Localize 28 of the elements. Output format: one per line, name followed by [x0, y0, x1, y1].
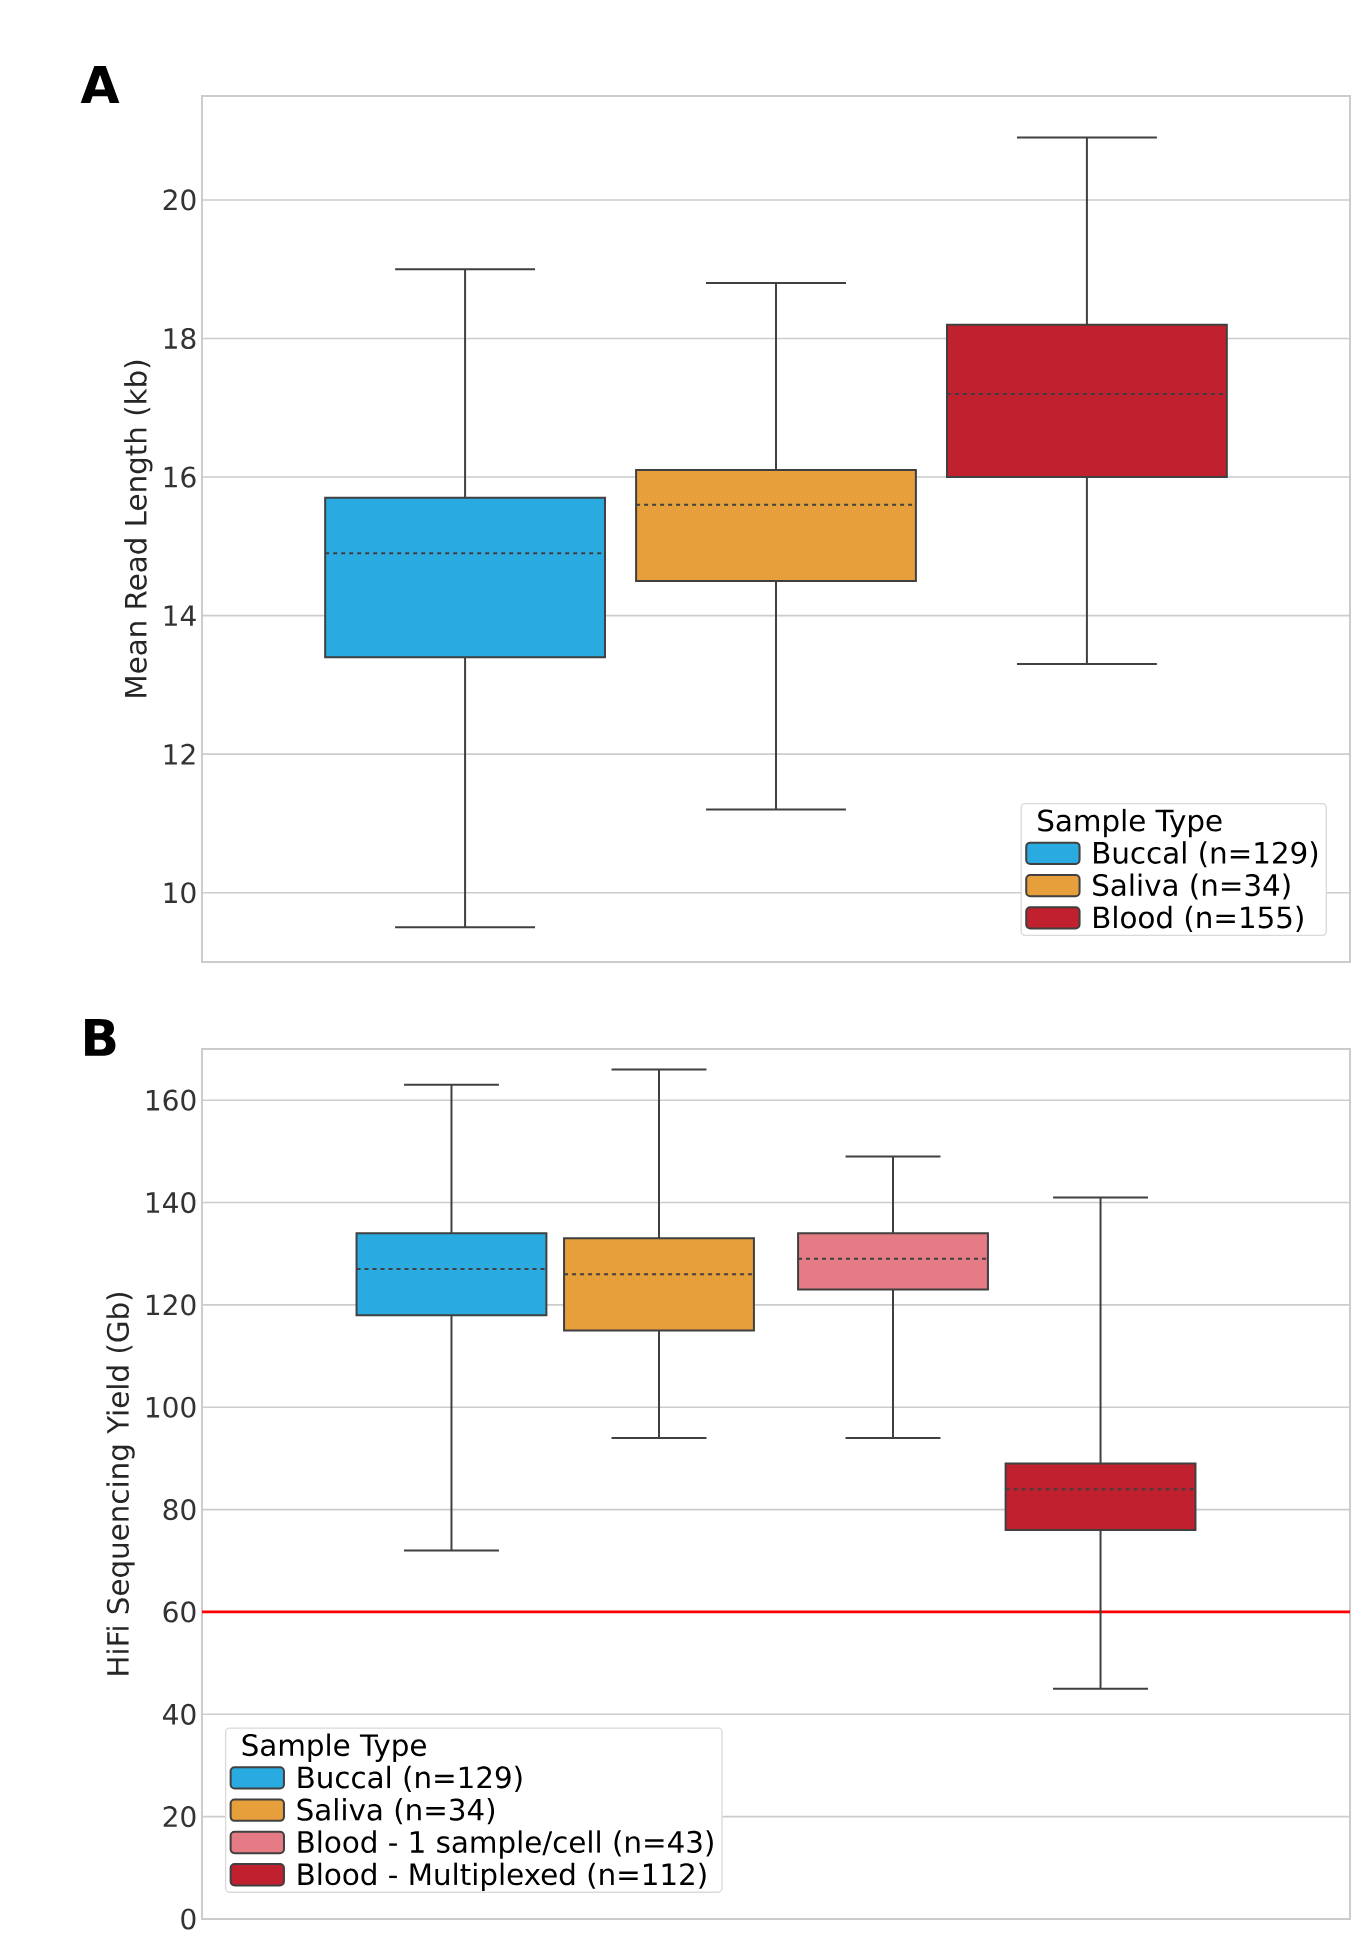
y-tick-label: 18 — [164, 327, 196, 350]
text: B — [85, 1018, 116, 1056]
y-tick-label: 140 — [146, 1191, 196, 1214]
y-tick-label: 120 — [146, 1294, 196, 1316]
y-tick-label: 20 — [163, 1806, 196, 1828]
legend-label: Saliva (n=34) — [297, 1798, 495, 1825]
legend-label: Buccal (n=129) — [1094, 841, 1318, 868]
y-axis-title: Mean Read Length (kb) — [124, 360, 153, 697]
y-tick-label: 16 — [164, 466, 196, 488]
legend-label: Blood - Multiplexed (n=112) — [298, 1862, 706, 1892]
y-tick-label: 14 — [164, 605, 196, 626]
legend-label: Blood (n=155) — [1094, 905, 1303, 932]
y-tick-label: 20 — [163, 189, 196, 211]
y-tick-label: 60 — [163, 1601, 196, 1623]
legend-title: Sample Type — [1038, 808, 1222, 838]
legend-title: Sample Type — [242, 1733, 426, 1762]
text: A — [80, 66, 120, 104]
y-tick-label: 160 — [146, 1089, 196, 1111]
legend-label: Buccal (n=129) — [298, 1765, 522, 1792]
y-tick-label: 10 — [164, 882, 196, 904]
y-tick-label: 100 — [146, 1396, 196, 1418]
y-tick-label: 40 — [163, 1703, 196, 1725]
y-tick-label: 12 — [164, 743, 195, 765]
legend-label: Saliva (n=34) — [1093, 873, 1290, 900]
y-tick-label: 80 — [163, 1499, 196, 1521]
y-axis-title: HiFi Sequencing Yield (Gb) — [106, 1292, 135, 1675]
y-tick-label: 0 — [181, 1908, 196, 1930]
legend-label: Blood - 1 sample/cell (n=43) — [298, 1830, 713, 1859]
